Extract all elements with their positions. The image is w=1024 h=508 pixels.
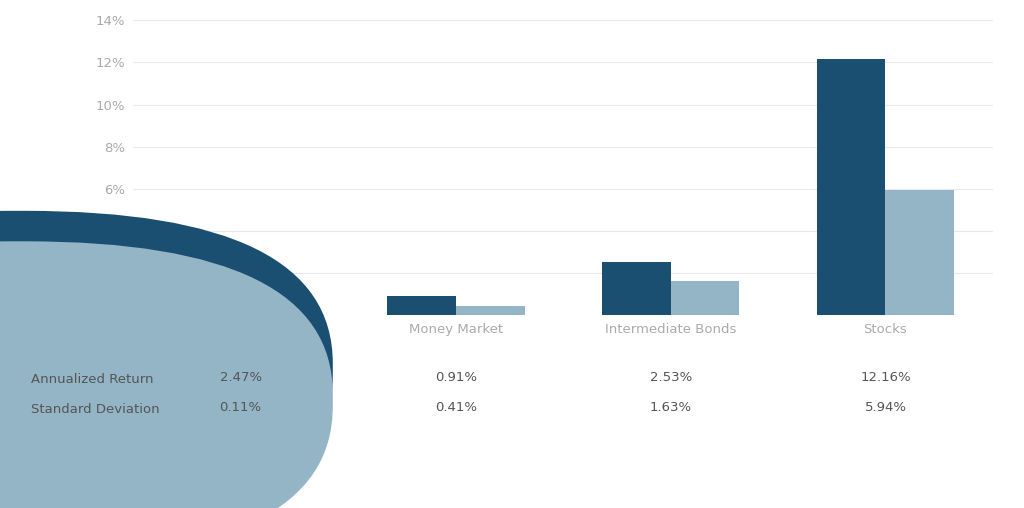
Bar — [671, 280, 739, 315]
Bar — [602, 262, 671, 315]
Text: Standard Deviation: Standard Deviation — [31, 403, 160, 417]
Bar — [241, 312, 309, 315]
Text: 12.16%: 12.16% — [860, 371, 911, 384]
Bar — [172, 263, 241, 315]
Bar — [817, 59, 886, 315]
Text: 0.11%: 0.11% — [219, 401, 262, 415]
Text: 5.94%: 5.94% — [864, 401, 907, 415]
Bar — [387, 296, 456, 315]
Text: 1.63%: 1.63% — [649, 401, 692, 415]
Text: 2.53%: 2.53% — [649, 371, 692, 384]
Bar — [886, 190, 954, 315]
Text: 0.91%: 0.91% — [434, 371, 477, 384]
Text: Annualized Return: Annualized Return — [31, 373, 154, 386]
Text: 2.47%: 2.47% — [219, 371, 262, 384]
Bar — [456, 306, 524, 315]
Text: 0.41%: 0.41% — [434, 401, 477, 415]
